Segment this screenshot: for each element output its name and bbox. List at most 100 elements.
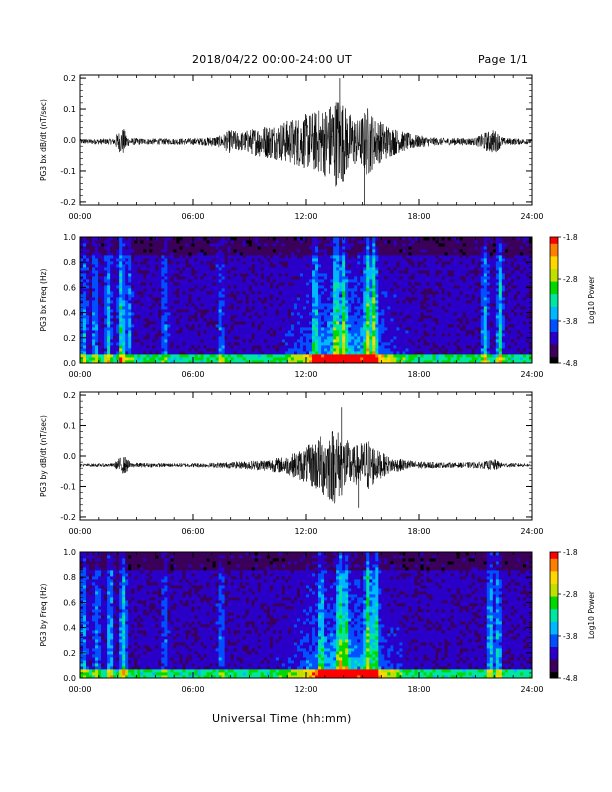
heatmap-cell — [185, 276, 189, 280]
heatmap-cell — [233, 285, 238, 289]
heatmap-cell — [182, 288, 186, 292]
heatmap-cell — [203, 264, 207, 268]
heatmap-cell — [408, 291, 412, 295]
heatmap-cell — [299, 240, 304, 244]
heatmap-cell — [173, 360, 177, 364]
heatmap-cell — [98, 339, 102, 343]
heatmap-cell — [336, 348, 340, 352]
heatmap-cell — [408, 276, 412, 280]
heatmap-cell — [393, 306, 397, 310]
heatmap-cell — [185, 327, 189, 331]
heatmap-cell — [89, 342, 93, 346]
heatmap-cell — [369, 327, 373, 331]
heatmap-cell — [89, 345, 93, 349]
heatmap-cell — [312, 360, 316, 364]
heatmap-cell — [318, 315, 322, 319]
heatmap-cell — [125, 294, 129, 298]
heatmap-cell — [402, 279, 406, 283]
heatmap-cell — [146, 282, 150, 286]
heatmap-cell — [321, 357, 325, 361]
heatmap-cell — [321, 306, 325, 310]
heatmap-cell — [98, 315, 102, 319]
heatmap-cell — [402, 237, 406, 241]
heatmap-cell — [203, 279, 207, 283]
heatmap-cell — [149, 303, 153, 307]
heatmap-cell — [266, 312, 271, 316]
heatmap-cell — [233, 318, 238, 322]
heatmap-cell — [278, 306, 283, 310]
heatmap-cell — [360, 357, 364, 361]
heatmap-cell — [170, 321, 174, 325]
heatmap-cell — [384, 348, 388, 352]
heatmap-cell — [83, 249, 87, 253]
heatmap-cell — [248, 309, 253, 313]
heatmap-cell — [245, 273, 250, 277]
heatmap-cell — [122, 237, 126, 241]
heatmap-cell — [80, 252, 84, 256]
heatmap-cell — [86, 309, 90, 313]
heatmap-cell — [95, 309, 99, 313]
heatmap-cell — [290, 252, 295, 256]
heatmap-cell — [302, 258, 307, 262]
heatmap-cell — [333, 339, 337, 343]
heatmap-cell — [248, 297, 253, 301]
heatmap-cell — [408, 360, 412, 364]
heatmap-cell — [327, 348, 331, 352]
heatmap-cell — [275, 345, 280, 349]
heatmap-cell — [384, 285, 388, 289]
heatmap-cell — [221, 348, 226, 352]
heatmap-cell — [360, 294, 364, 298]
heatmap-cell — [104, 303, 108, 307]
heatmap-cell — [405, 243, 409, 247]
heatmap-cell — [164, 249, 168, 253]
heatmap-cell — [164, 342, 168, 346]
heatmap-cell — [251, 354, 256, 358]
heatmap-cell — [384, 282, 388, 286]
heatmap-cell — [414, 333, 418, 337]
heatmap-cell — [95, 294, 99, 298]
heatmap-cell — [293, 312, 298, 316]
heatmap-cell — [239, 336, 244, 340]
heatmap-cell — [390, 276, 394, 280]
heatmap-cell — [269, 354, 274, 358]
heatmap-cell — [402, 312, 406, 316]
heatmap-cell — [375, 357, 379, 361]
heatmap-cell — [113, 276, 117, 280]
heatmap-cell — [354, 291, 358, 295]
heatmap-cell — [110, 267, 114, 271]
heatmap-cell — [366, 357, 370, 361]
heatmap-cell — [396, 330, 400, 334]
heatmap-cell — [80, 279, 84, 283]
heatmap-cell — [330, 354, 334, 358]
heatmap-cell — [281, 327, 286, 331]
heatmap-cell — [224, 327, 229, 331]
heatmap-cell — [179, 333, 183, 337]
heatmap-cell — [315, 300, 319, 304]
heatmap-cell — [194, 327, 198, 331]
heatmap-cell — [197, 258, 201, 262]
heatmap-cell — [221, 324, 226, 328]
heatmap-cell — [248, 240, 253, 244]
heatmap-cell — [299, 294, 304, 298]
heatmap-cell — [345, 321, 349, 325]
heatmap-cell — [251, 279, 256, 283]
heatmap-cell — [405, 288, 409, 292]
heatmap-cell — [80, 273, 84, 277]
heatmap-cell — [101, 261, 105, 265]
heatmap-cell — [236, 291, 241, 295]
heatmap-cell — [296, 267, 301, 271]
heatmap-cell — [221, 291, 226, 295]
heatmap-cell — [321, 345, 325, 349]
heatmap-cell — [233, 294, 238, 298]
heatmap-cell — [390, 285, 394, 289]
heatmap-cell — [381, 345, 385, 349]
heatmap-cell — [339, 303, 343, 307]
heatmap-cell — [309, 240, 313, 244]
heatmap-cell — [143, 282, 147, 286]
heatmap-cell — [242, 348, 247, 352]
heatmap-cell — [224, 357, 229, 361]
heatmap-cell — [206, 297, 210, 301]
heatmap-cell — [351, 345, 355, 349]
heatmap-cell — [128, 321, 132, 325]
heatmap-cell — [104, 270, 108, 274]
